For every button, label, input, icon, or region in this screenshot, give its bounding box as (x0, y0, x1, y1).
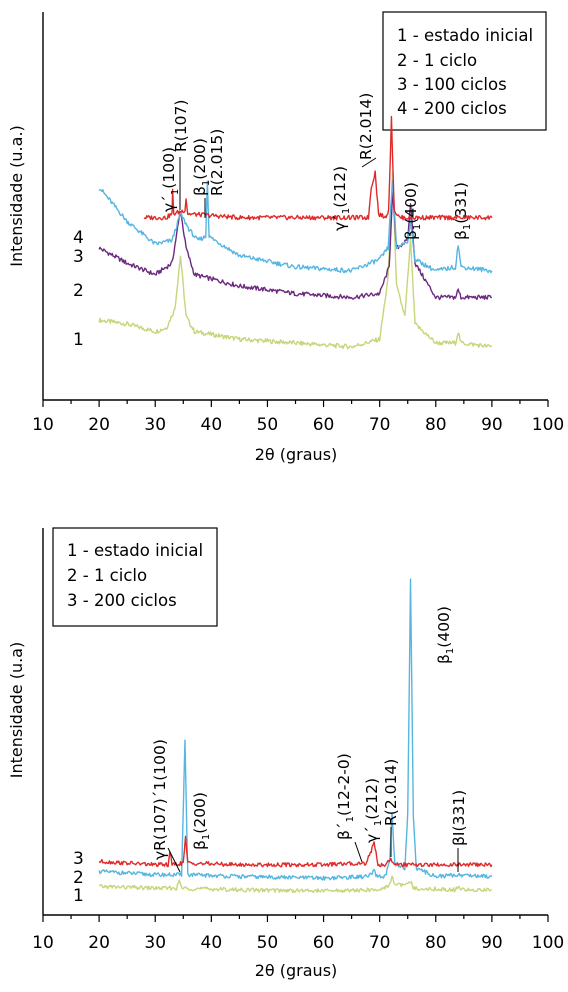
chart-2-annotation-beta1-400: β1(400) (435, 606, 456, 664)
chart-1-x-tick-label-40: 40 (201, 415, 223, 435)
chart-1-series-1-line (98, 170, 493, 350)
chart-1-series-number-4: 4 (73, 228, 84, 248)
chart-2-x-tick-label-10: 10 (32, 933, 54, 953)
chart-1-series-number-1: 1 (73, 330, 84, 350)
chart-1-x-tick-label-10: 10 (32, 415, 54, 435)
chart-2-x-tick-label-80: 80 (425, 933, 447, 953)
chart-2-legend-entry-2: 2 - 1 ciclo (67, 566, 147, 585)
chart-1-x-tick-label-50: 50 (257, 415, 279, 435)
chart-1-x-tick-labels: 10 20 30 40 50 60 70 80 90 100 (32, 415, 564, 435)
chart-2-x-axis-label: 2θ (graus) (255, 961, 338, 980)
chart-2: 10 20 30 40 50 60 70 80 90 100 2θ (graus) Intensi… (7, 527, 564, 980)
chart-1-annotation-gamma1-100: γ´1(100) (160, 147, 181, 212)
chart-2-x-tick-label-30: 30 (144, 933, 166, 953)
chart-1-legend-entry-3: 3 - 100 ciclos (397, 75, 507, 94)
chart-2-annotation-gamma-r107-text: γR(107)´1(100) (151, 739, 169, 860)
chart-1-series-number-3: 3 (73, 247, 84, 267)
chart-2-x-tick-label-20: 20 (88, 933, 110, 953)
chart-2-series-number-1: 1 (73, 886, 84, 906)
chart-2-legend-box (52, 527, 218, 627)
chart-1-x-tick-label-60: 60 (313, 415, 335, 435)
chart-1-annotation-beta1-200-text: β1(200) (191, 138, 212, 196)
chart-2-annotation-r2014: R(2.014) (382, 759, 400, 826)
chart-2-annotation-leader-beta-prime (354, 841, 363, 863)
chart-1-annotation-beta1-400-text: β1(400) (402, 182, 423, 240)
chart-2-annotation-gamma1-212: γ´1(212) (363, 778, 384, 843)
chart-2-series-number-3: 3 (73, 849, 84, 869)
chart-1-x-tick-label-100: 100 (532, 415, 564, 435)
chart-2-annotation-beta-prime-12-2-0: β´1(12-2-0) (335, 753, 356, 840)
chart-1-x-axis-label: 2θ (graus) (255, 445, 338, 464)
chart-1-x-tick-label-90: 90 (481, 415, 503, 435)
chart-1-series-3-line (98, 180, 493, 274)
chart-2-y-axis-label: Intensidade (u.a) (7, 642, 26, 778)
chart-1-x-tick-label-70: 70 (369, 415, 391, 435)
chart-1-x-tick-label-30: 30 (144, 415, 166, 435)
chart-2-annotation-gamma-r107: γR(107)´1(100) (151, 739, 169, 860)
chart-1-series-number-2: 2 (73, 281, 84, 301)
chart-1-annotation-gamma1-100-text: γ´1(100) (160, 147, 181, 212)
chart-1-annotation-beta1-400: β1(400) (402, 182, 423, 240)
chart-1-annotation-leader-r2014 (361, 157, 377, 168)
chart-2-annotation-gamma1-212-text: γ´1(212) (363, 778, 384, 843)
chart-2-series-numbers: 3 2 1 (73, 849, 84, 906)
chart-2-x-tick-label-40: 40 (201, 933, 223, 953)
chart-2-annotation-beta1-400-text: β1(400) (435, 606, 456, 664)
chart-2-annotation-beta1-200-text: β1(200) (191, 792, 212, 850)
chart-2-series (98, 578, 493, 894)
chart-2-x-ticks (42, 915, 549, 922)
chart-2-x-tick-label-90: 90 (481, 933, 503, 953)
chart-2-x-tick-label-60: 60 (313, 933, 335, 953)
chart-2-series-3-line (98, 835, 493, 868)
chart-2-legend-entry-1: 1 - estado inicial (67, 541, 203, 560)
chart-1-x-tick-label-20: 20 (88, 415, 110, 435)
chart-2-annotations: γR(107)´1(100) β1(200) β´1(12-2-0) γ´1(2… (151, 606, 468, 873)
chart-1-series-4-line (143, 115, 493, 221)
chart-1-annotation-beta1-331: β1(331) (452, 182, 473, 240)
chart-2-legend: 1 - estado inicial 2 - 1 ciclo 3 - 200 c… (52, 527, 218, 627)
chart-1-series-2-line (98, 189, 492, 301)
chart-1-legend-entry-1: 1 - estado inicial (397, 26, 533, 45)
chart-1-annotation-r107: R(107) (172, 100, 190, 152)
chart-1-legend-entry-4: 4 - 200 ciclos (397, 99, 507, 118)
chart-1-annotation-r107-text: R(107) (172, 100, 190, 152)
chart-2-annotation-beta-prime-12-2-0-text: β´1(12-2-0) (335, 753, 356, 840)
chart-1: 10 20 30 40 50 60 70 80 90 100 2θ (graus) Intensi… (7, 11, 564, 464)
chart-1-annotation-r2015-text: R(2.015) (208, 129, 226, 196)
chart-1-series-numbers: 4 3 2 1 (73, 228, 84, 350)
chart-1-x-ticks (42, 400, 549, 407)
chart-2-annotation-beta1-200: β1(200) (191, 792, 212, 850)
chart-1-legend-entry-2: 2 - 1 ciclo (397, 51, 477, 70)
chart-1-legend: 1 - estado inicial 2 - 1 ciclo 3 - 100 c… (382, 11, 547, 131)
chart-1-annotation-r2014: R(2.014) (357, 93, 375, 160)
chart-2-x-tick-label-50: 50 (257, 933, 279, 953)
chart-1-annotation-beta1-331-text: β1(331) (452, 182, 473, 240)
chart-2-series-1-line (99, 875, 492, 894)
chart-1-x-tick-label-80: 80 (425, 415, 447, 435)
chart-2-series-number-2: 2 (73, 868, 84, 888)
chart-2-annotation-leader-gamma-r107 (167, 847, 181, 873)
chart-2-legend-entry-3: 3 - 200 ciclos (67, 591, 177, 610)
chart-2-x-tick-label-70: 70 (369, 933, 391, 953)
chart-2-annotation-r2014-text: R(2.014) (382, 759, 400, 826)
chart-2-annotation-beta-331: βI(331) (450, 790, 468, 846)
chart-1-annotation-gamma1-212-text: γ´1(212) (331, 166, 352, 231)
chart-2-series-2-line (98, 578, 493, 881)
chart-1-annotation-beta1-200: β1(200) (191, 138, 212, 196)
chart-1-y-axis-label: Intensidade (u.a.) (7, 125, 26, 267)
chart-1-annotation-r2015: R(2.015) (208, 129, 226, 196)
chart-1-annotation-r2014-text: R(2.014) (357, 93, 375, 160)
chart-1-annotation-gamma1-212: γ´1(212) (331, 166, 352, 231)
chart-1-annotations: γ´1(100) R(107) β1(200) R(2.015) γ´1(212… (160, 93, 473, 240)
chart-1-legend-box (382, 11, 547, 131)
chart-2-x-tick-label-100: 100 (532, 933, 564, 953)
chart-2-annotation-beta-331-text: βI(331) (450, 790, 468, 846)
chart-2-x-tick-labels: 10 20 30 40 50 60 70 80 90 100 (32, 933, 564, 953)
chart-1-series (98, 115, 493, 350)
